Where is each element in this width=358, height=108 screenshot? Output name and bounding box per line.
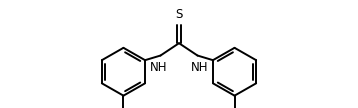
Text: NH: NH	[149, 61, 167, 74]
Text: S: S	[175, 8, 183, 21]
Text: NH: NH	[191, 61, 209, 74]
